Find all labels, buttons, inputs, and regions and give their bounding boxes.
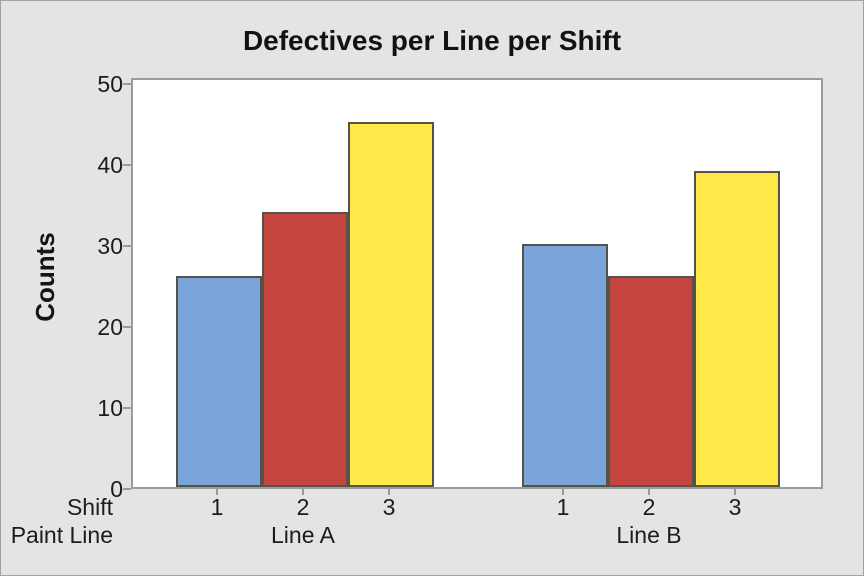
x-shift-label-2: 2: [296, 494, 310, 520]
x-tick-mark: [734, 489, 736, 495]
x-group-label-line-a: Line A: [271, 522, 335, 548]
bar-line-b-shift-2: [608, 276, 694, 487]
bar-line-b-shift-1: [522, 244, 608, 487]
x-shift-label-2: 2: [642, 494, 656, 520]
bar-line-b-shift-3: [694, 171, 780, 487]
y-tick-label: 0: [110, 476, 123, 502]
y-tick-mark: [123, 245, 131, 247]
x-tick-mark: [302, 489, 304, 495]
x-shift-label-3: 3: [382, 494, 396, 520]
y-tick-mark: [123, 326, 131, 328]
x-axis-row-header-paint-line: Paint Line: [10, 522, 113, 548]
y-tick-mark: [123, 407, 131, 409]
x-tick-mark: [562, 489, 564, 495]
y-axis-title: Counts: [30, 232, 60, 322]
bar-line-a-shift-2: [262, 212, 348, 487]
y-tick-mark: [123, 83, 131, 85]
y-tick-label: 50: [97, 71, 123, 97]
x-shift-label-1: 1: [210, 494, 224, 520]
chart-title: Defectives per Line per Shift: [242, 25, 622, 56]
y-tick-label: 20: [97, 314, 123, 340]
x-shift-label-1: 1: [556, 494, 570, 520]
y-tick-label: 10: [97, 395, 123, 421]
bar-line-a-shift-3: [348, 122, 434, 487]
x-shift-label-3: 3: [728, 494, 742, 520]
y-tick-mark: [123, 164, 131, 166]
x-tick-mark: [216, 489, 218, 495]
y-tick-label: 40: [97, 152, 123, 178]
x-tick-mark: [648, 489, 650, 495]
plot-area: [131, 78, 823, 489]
y-tick-mark: [123, 488, 131, 490]
bar-line-a-shift-1: [176, 276, 262, 487]
y-tick-label: 30: [97, 233, 123, 259]
x-group-label-line-b: Line B: [616, 522, 682, 548]
x-tick-mark: [388, 489, 390, 495]
x-axis-row-header-shift: Shift: [66, 494, 113, 520]
